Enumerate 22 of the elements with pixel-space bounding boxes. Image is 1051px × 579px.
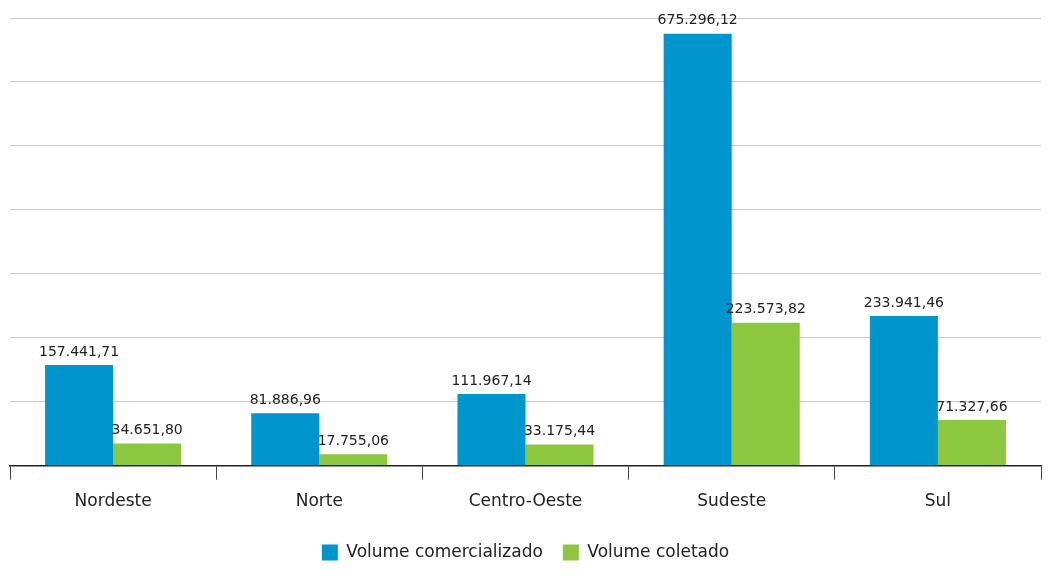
data-label: 17.755,06: [317, 431, 390, 448]
bar: [869, 316, 938, 466]
bar: [113, 443, 182, 466]
data-label: 675.296,12: [657, 11, 738, 28]
legend-label: Volume comercializado: [346, 540, 543, 561]
bar: [937, 419, 1006, 466]
bar: [251, 413, 320, 466]
data-label: 111.967,14: [451, 371, 532, 388]
bar: [45, 364, 114, 466]
x-tick-label: Nordeste: [74, 490, 152, 511]
x-tick-label: Centro-Oeste: [468, 490, 583, 511]
data-label: 157.441,71: [38, 342, 120, 359]
data-label: 81.886,96: [249, 390, 321, 407]
data-label: 233.941,46: [863, 293, 945, 310]
x-tick-label: Norte: [295, 490, 343, 511]
legend-label: Volume coletado: [587, 540, 730, 561]
bar: [457, 394, 526, 466]
x-tick-label: Sudeste: [697, 490, 767, 511]
x-tick-label: Sul: [924, 490, 952, 511]
bar: [525, 444, 594, 466]
bar: [731, 322, 800, 466]
bar: [319, 454, 388, 466]
